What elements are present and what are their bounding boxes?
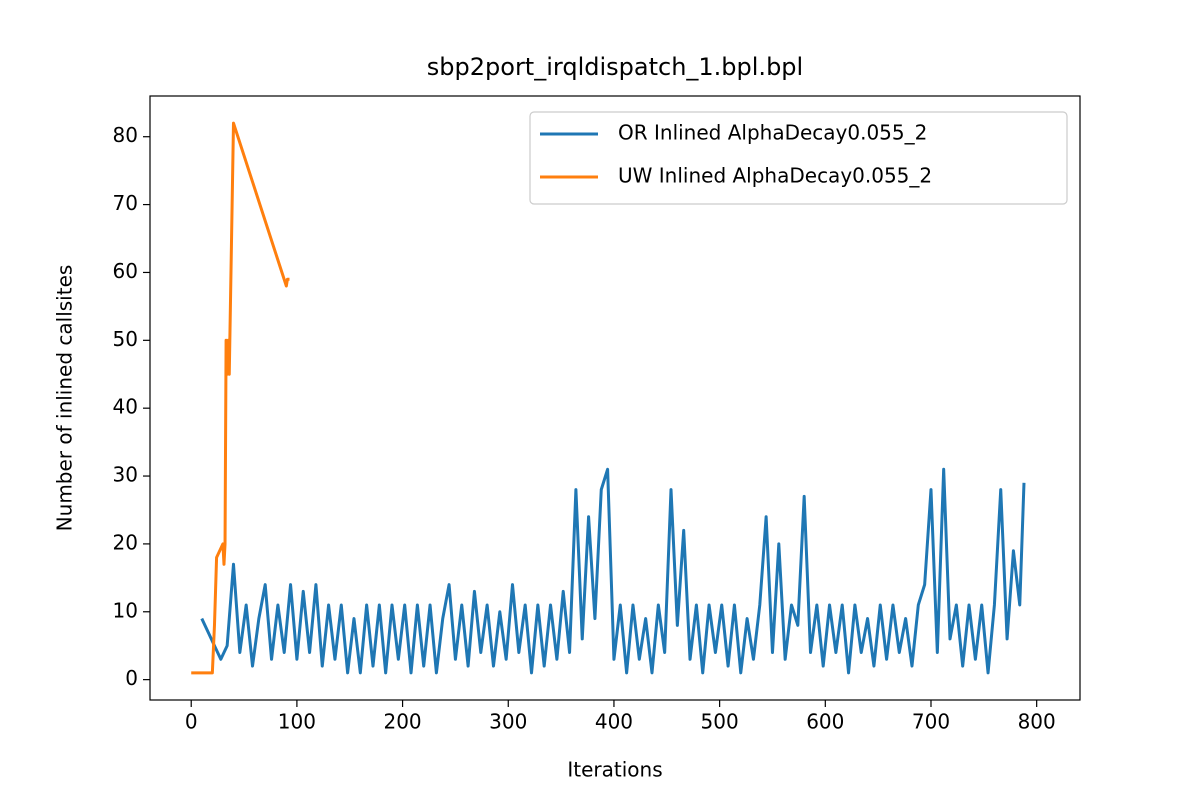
y-tick-label: 40 xyxy=(113,395,138,419)
x-axis-label: Iterations xyxy=(567,758,662,782)
y-tick-label: 60 xyxy=(113,259,138,283)
x-tick-label: 200 xyxy=(383,710,421,734)
y-tick-label: 80 xyxy=(113,123,138,147)
x-tick-label: 800 xyxy=(1018,710,1056,734)
data-line xyxy=(200,467,1026,675)
chart-title: sbp2port_irqldispatch_1.bpl.bpl xyxy=(427,53,803,81)
y-axis-label: Number of inlined callsites xyxy=(53,265,77,532)
x-tick-label: 300 xyxy=(489,710,527,734)
x-tick-label: 600 xyxy=(806,710,844,734)
data-line xyxy=(191,121,290,675)
x-tick-label: 400 xyxy=(595,710,633,734)
legend-box xyxy=(529,111,1068,205)
y-tick-label: 30 xyxy=(113,463,138,487)
legend-label: OR Inlined AlphaDecay0.055_2 xyxy=(618,121,927,145)
y-tick-label: 50 xyxy=(113,327,138,351)
x-tick-label: 0 xyxy=(185,710,198,734)
x-tick-label: 500 xyxy=(701,710,739,734)
y-tick-label: 0 xyxy=(125,666,138,690)
legend-label: UW Inlined AlphaDecay0.055_2 xyxy=(618,164,932,188)
y-tick-label: 70 xyxy=(113,191,138,215)
x-tick-label: 100 xyxy=(278,710,316,734)
plot-frame xyxy=(149,95,1081,701)
y-tick-label: 10 xyxy=(113,598,138,622)
x-tick-label: 700 xyxy=(912,710,950,734)
y-tick-label: 20 xyxy=(113,530,138,554)
